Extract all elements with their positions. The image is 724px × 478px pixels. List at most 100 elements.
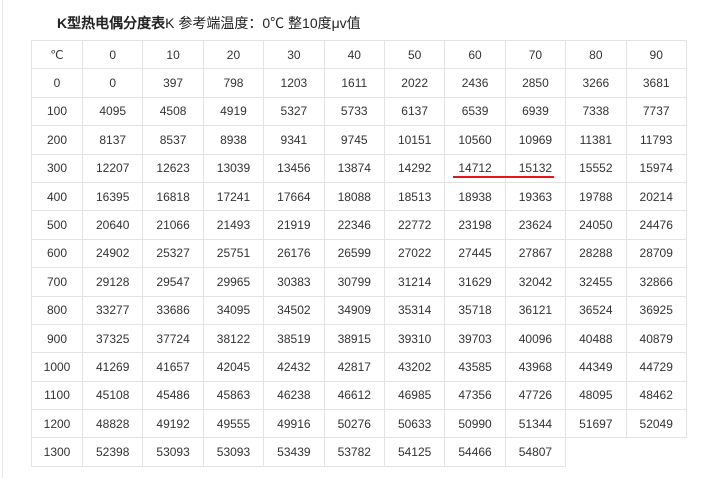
value-cell: 50633: [383, 409, 446, 439]
value-cell: 80: [565, 39, 627, 70]
value-cell: 31214: [383, 267, 446, 297]
value-cell: 9341: [263, 125, 325, 155]
value-cell: 4095: [81, 96, 144, 127]
value-cell: 9745: [323, 125, 385, 155]
value-cell: 32455: [565, 267, 627, 297]
value-cell: 38519: [263, 323, 325, 354]
value-cell: 10969: [504, 125, 567, 155]
value-cell: 10560: [444, 125, 506, 155]
table-row: 600 24902 25327 25751 26176 26599 27022 27445 27…: [31, 238, 687, 269]
value-cell: 45108: [81, 380, 144, 411]
value-cell: 40: [323, 39, 385, 70]
value-cell: 19363: [504, 181, 567, 212]
row-label-cell: 300: [31, 153, 83, 183]
value-cell: 43202: [383, 352, 446, 382]
value-cell: 2850: [504, 68, 567, 98]
value-cell: 53439: [263, 437, 325, 467]
value-cell: 11793: [625, 125, 687, 155]
red-underline-annotation: [453, 176, 554, 178]
value-cell: 6137: [383, 96, 446, 127]
value-cell: 15974: [625, 153, 687, 183]
table-row: 100 4095 4508 4919 5327 5733 6137 6539 6939 7338 7…: [31, 96, 687, 127]
thermocouple-table: ℃ 0 10 20 30 40 50 60 70 80 90 0 0 397 798 1203 1611 2022…: [31, 39, 687, 467]
empty-cell: [626, 438, 686, 466]
value-cell: 12207: [81, 153, 144, 183]
row-label-cell: 0: [31, 68, 83, 98]
value-cell: 39703: [444, 323, 506, 354]
value-cell: 20640: [81, 210, 144, 240]
value-cell: 45863: [202, 380, 265, 411]
value-cell: 46612: [323, 380, 385, 411]
value-cell: 49916: [263, 409, 325, 439]
value-cell: 52398: [81, 437, 144, 467]
value-cell: 48095: [565, 380, 627, 411]
value-cell: 33686: [142, 295, 204, 325]
value-cell: 36925: [625, 295, 687, 325]
empty-cell: [566, 438, 626, 466]
value-cell: 34909: [323, 295, 385, 325]
table-row: 300 12207 12623 13039 13456 13874 14292 14712 15…: [31, 153, 687, 183]
row-label-cell: 1100: [31, 380, 83, 411]
page-edge-line: [2, 0, 3, 478]
value-cell: 46985: [383, 380, 446, 411]
value-cell: 36524: [565, 295, 627, 325]
value-cell: 49192: [142, 409, 204, 439]
value-cell: 37325: [81, 323, 144, 354]
value-cell: 26176: [263, 238, 325, 269]
value-cell: 43585: [444, 352, 506, 382]
value-cell: 43968: [504, 352, 567, 382]
value-cell: 16818: [142, 181, 204, 212]
value-cell: 19788: [565, 181, 627, 212]
value-cell: 8938: [202, 125, 265, 155]
value-cell: 38915: [323, 323, 385, 354]
value-cell: 49555: [202, 409, 265, 439]
value-cell: 17241: [202, 181, 265, 212]
value-cell: 31629: [444, 267, 506, 297]
value-cell: 18938: [444, 181, 506, 212]
value-cell: 5733: [323, 96, 385, 127]
value-cell: 4508: [142, 96, 204, 127]
value-cell: 30383: [263, 267, 325, 297]
table-row: 900 37325 37724 38122 38519 38915 39310 39703 40…: [31, 323, 687, 354]
value-cell: 40096: [504, 323, 567, 354]
value-cell: 41657: [142, 352, 204, 382]
table-row: 400 16395 16818 17241 17664 18088 18513 18938 19…: [31, 181, 687, 212]
value-cell: 32042: [504, 267, 567, 297]
value-cell: 15552: [565, 153, 627, 183]
value-cell: 29128: [81, 267, 144, 297]
value-cell: 29965: [202, 267, 265, 297]
value-cell: 14292: [383, 153, 446, 183]
value-cell: 27445: [444, 238, 506, 269]
value-cell: 51697: [565, 409, 627, 439]
value-cell: 44349: [565, 352, 627, 382]
row-label-cell: 200: [31, 125, 83, 155]
value-cell: 21493: [202, 210, 265, 240]
value-cell: 11381: [565, 125, 627, 155]
value-cell: 27022: [383, 238, 446, 269]
value-cell: 2436: [444, 68, 506, 98]
value-cell: 17664: [263, 181, 325, 212]
row-label-cell: 900: [31, 323, 83, 354]
value-cell: 2022: [383, 68, 446, 98]
value-cell: 40879: [625, 323, 687, 354]
table-row: 1100 45108 45486 45863 46238 46612 46985 47356 4…: [31, 380, 687, 411]
value-cell: 52049: [625, 409, 687, 439]
value-cell: 53093: [202, 437, 265, 467]
table-row: 200 8137 8537 8938 9341 9745 10151 10560 10969 11…: [31, 125, 687, 155]
row-label-cell: 500: [31, 210, 83, 240]
value-cell: 29547: [142, 267, 204, 297]
value-cell: 48462: [625, 380, 687, 411]
row-label-cell: 1200: [31, 409, 83, 439]
value-cell: 54466: [444, 437, 506, 467]
table-row: 1300 52398 53093 53093 53439 53782 54125 54466 5…: [31, 437, 687, 467]
value-cell: 24476: [625, 210, 687, 240]
value-cell: 40488: [565, 323, 627, 354]
value-cell: 47356: [444, 380, 506, 411]
row-label-cell: 600: [31, 238, 83, 269]
title-bold: K型热电偶分度表: [57, 15, 166, 31]
table-row: 800 33277 33686 34095 34502 34909 35314 35718 36…: [31, 295, 687, 325]
value-cell: 8137: [81, 125, 144, 155]
value-cell: 13456: [263, 153, 325, 183]
value-cell: 38122: [202, 323, 265, 354]
value-cell: 798: [202, 68, 265, 98]
